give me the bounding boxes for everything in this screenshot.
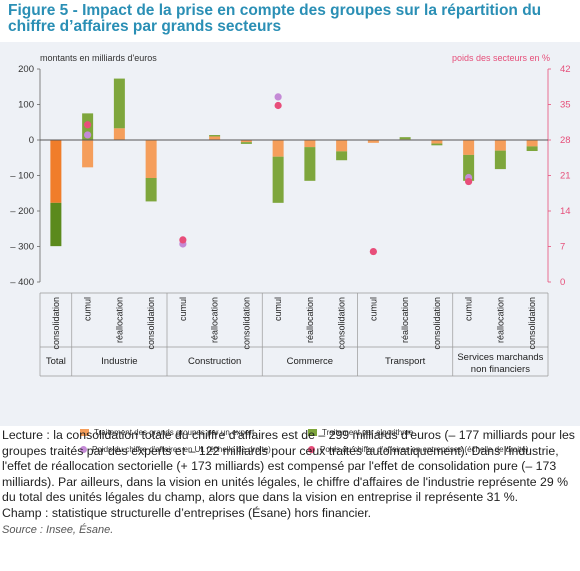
category-label: consolidation [337, 297, 347, 350]
bar-expert [367, 140, 379, 143]
right-tick-label: 35 [560, 100, 571, 111]
category-label: consolidation [51, 297, 61, 350]
group-label: Total [46, 356, 66, 367]
legend-label-ul: Poids du chiffre d'affaires en UL (échel… [92, 445, 271, 454]
legend-item-algo: Traitement par algorithme [308, 428, 413, 437]
notes: Lecture : la consolidation totale du chi… [2, 428, 576, 539]
bar-algo [399, 137, 411, 140]
group-label: non financiers [471, 364, 530, 375]
group-label: Industrie [101, 356, 137, 367]
bar-expert [526, 140, 538, 147]
source-note: Source : Insee, Ésane. [2, 524, 114, 536]
bar-expert [336, 140, 348, 152]
chart-area: montants en milliards d'euros poids des s… [10, 53, 571, 377]
figure-title: Figure 5 - Impact de la prise en compte … [8, 2, 542, 35]
category-label: cumul [464, 297, 474, 321]
bar-expert [113, 128, 125, 140]
point-ul [274, 93, 282, 101]
point-ul [84, 131, 92, 139]
left-tick-label: – 300 [10, 242, 34, 253]
legend-label-algo: Traitement par algorithme [322, 428, 414, 437]
category-label: réallocation [400, 297, 410, 343]
bar-expert [494, 140, 506, 151]
bar-expert [82, 140, 94, 168]
bar-algo [526, 146, 538, 152]
bar-expert [272, 140, 284, 157]
category-label: réallocation [210, 297, 220, 343]
right-tick-label: 21 [560, 171, 571, 182]
right-tick-label: 7 [560, 242, 565, 253]
bar-algo [304, 147, 316, 181]
bar-algo [272, 156, 284, 203]
left-axis-label: montants en milliards d'euros [40, 53, 157, 63]
legend-swatch-expert [80, 429, 89, 436]
bar-algo [494, 150, 506, 170]
group-label: Commerce [287, 356, 333, 367]
left-tick-label: 200 [18, 64, 34, 75]
bar-expert [50, 140, 62, 203]
right-tick-label: 0 [560, 277, 565, 288]
category-label: cumul [83, 297, 93, 321]
right-tick-label: 28 [560, 135, 571, 146]
group-label: Services marchands [457, 352, 543, 363]
left-tick-label: 0 [29, 135, 34, 146]
group-label: Transport [385, 356, 426, 367]
bar-algo [431, 143, 443, 146]
bar-algo [209, 135, 221, 137]
category-label: cumul [368, 297, 378, 321]
legend-dot-ent [308, 446, 315, 453]
legend-label-expert: Traitement des grands groupes par un exp… [94, 428, 255, 437]
bar-expert [209, 136, 221, 140]
legend-item-expert: Traitement des grands groupes par un exp… [80, 428, 254, 437]
legend-item-ul: Poids du chiffre d'affaires en UL (échel… [80, 445, 271, 454]
bar-algo [463, 154, 475, 181]
category-label: consolidation [432, 297, 442, 350]
category-label: consolidation [146, 297, 156, 350]
category-label: cumul [273, 297, 283, 321]
point-ent [465, 177, 473, 186]
legend-label-ent: Poids du chiffre d'affaires en entrepris… [320, 445, 529, 454]
group-label: Construction [188, 356, 241, 367]
right-axis-label: poids des secteurs en % [452, 53, 550, 63]
bar-expert [304, 140, 316, 148]
point-ent [84, 121, 92, 129]
lecture-note: Lecture : la consolidation totale du chi… [2, 428, 575, 504]
bar-algo [145, 177, 157, 202]
point-ent [179, 236, 187, 244]
left-tick-label: – 400 [10, 277, 34, 288]
bar-expert [145, 140, 157, 178]
bar-expert [431, 140, 443, 144]
point-ent [274, 101, 282, 110]
left-tick-label: – 200 [10, 206, 34, 217]
champ-note: Champ : statistique structurelle d’entre… [2, 505, 372, 520]
right-tick-label: 14 [560, 206, 571, 217]
bar-expert [463, 140, 475, 155]
left-tick-label: 100 [18, 100, 34, 111]
legend-item-ent: Poids du chiffre d'affaires en entrepris… [308, 445, 528, 454]
left-tick-label: – 100 [10, 171, 34, 182]
category-label: consolidation [527, 297, 537, 350]
bar-algo [50, 202, 62, 247]
category-label: réallocation [305, 297, 315, 343]
category-label: réallocation [495, 297, 505, 343]
legend-dot-ul [80, 446, 87, 453]
bar-expert [240, 140, 252, 143]
bar-algo [336, 151, 348, 161]
category-label: consolidation [241, 297, 251, 350]
legend-swatch-algo [308, 429, 317, 436]
point-ent [369, 247, 377, 256]
right-tick-label: 42 [560, 64, 571, 75]
category-label: cumul [178, 297, 188, 321]
chart-panel: montants en milliards d'euros poids des s… [0, 42, 580, 454]
category-label: réallocation [114, 297, 124, 343]
bar-algo [113, 78, 125, 129]
bar-algo [240, 142, 252, 144]
